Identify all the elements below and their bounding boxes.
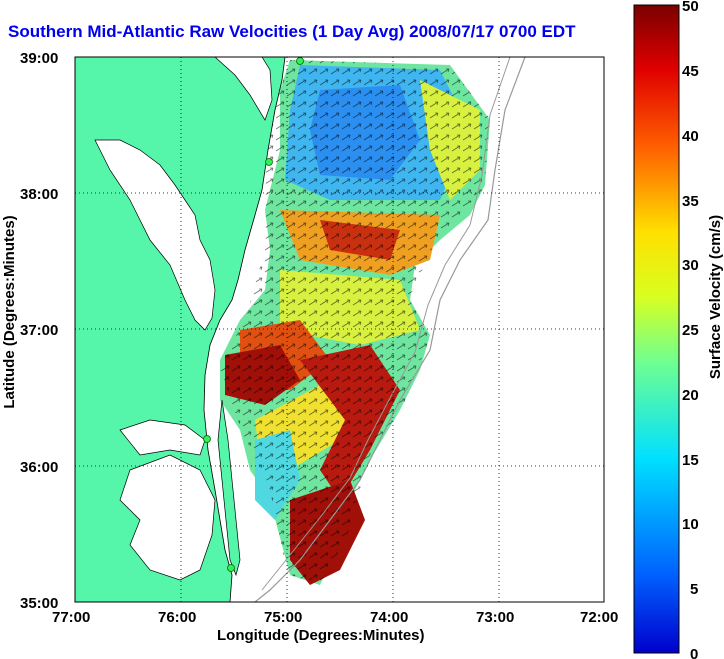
map-title: Southern Mid-Atlantic Raw Velocities (1 … bbox=[8, 22, 576, 41]
albemarle-sound bbox=[119, 419, 206, 456]
lat-tick: 35:00 bbox=[20, 595, 58, 612]
colorbar-tick: 20 bbox=[682, 387, 699, 404]
colorbar-tick: 30 bbox=[682, 257, 699, 274]
chesapeake-bay bbox=[94, 139, 216, 331]
colorbar-tick-labels: 50 45 40 35 30 25 20 15 10 5 0 bbox=[682, 0, 699, 659]
colorbar-tick: 40 bbox=[682, 128, 699, 145]
lat-tick-labels: 39:00 38:00 37:00 36:00 35:00 bbox=[20, 50, 58, 612]
lon-tick: 73:00 bbox=[476, 609, 514, 626]
gridlines bbox=[75, 57, 604, 602]
radar-site-markers bbox=[203, 57, 304, 572]
lat-tick: 38:00 bbox=[20, 186, 58, 203]
colorbar-tick: 45 bbox=[682, 63, 699, 80]
lon-tick: 72:00 bbox=[580, 609, 618, 626]
colorbar-tick: 10 bbox=[682, 516, 699, 533]
lat-tick: 36:00 bbox=[20, 459, 58, 476]
lon-tick: 74:00 bbox=[370, 609, 408, 626]
colorbar-tick: 15 bbox=[682, 452, 699, 469]
barrier-island bbox=[217, 399, 241, 577]
colorbar-tick: 0 bbox=[690, 646, 698, 659]
y-axis-label: Latitude (Degrees:Minutes) bbox=[1, 215, 18, 408]
colorbar bbox=[633, 4, 680, 654]
delaware-bay bbox=[214, 57, 273, 121]
pamlico-sound bbox=[119, 454, 216, 581]
colorbar-tick: 5 bbox=[690, 581, 698, 598]
lon-tick-labels: 77:00 76:00 75:00 74:00 73:00 72:00 bbox=[52, 609, 618, 626]
lon-tick: 77:00 bbox=[52, 609, 90, 626]
lat-tick: 39:00 bbox=[20, 50, 58, 67]
colorbar-tick: 50 bbox=[682, 0, 699, 15]
isobath bbox=[261, 57, 511, 591]
lat-tick: 37:00 bbox=[20, 322, 58, 339]
plot-frame bbox=[74, 56, 605, 603]
lon-tick: 75:00 bbox=[264, 609, 302, 626]
colorbar-label: Surface Velocity (cm/s) bbox=[707, 215, 724, 379]
colorbar-tick: 25 bbox=[682, 322, 699, 339]
x-axis-label: Longitude (Degrees:Minutes) bbox=[217, 627, 425, 644]
lon-tick: 76:00 bbox=[158, 609, 196, 626]
isobath bbox=[254, 57, 526, 602]
colorbar-tick: 35 bbox=[682, 193, 699, 210]
